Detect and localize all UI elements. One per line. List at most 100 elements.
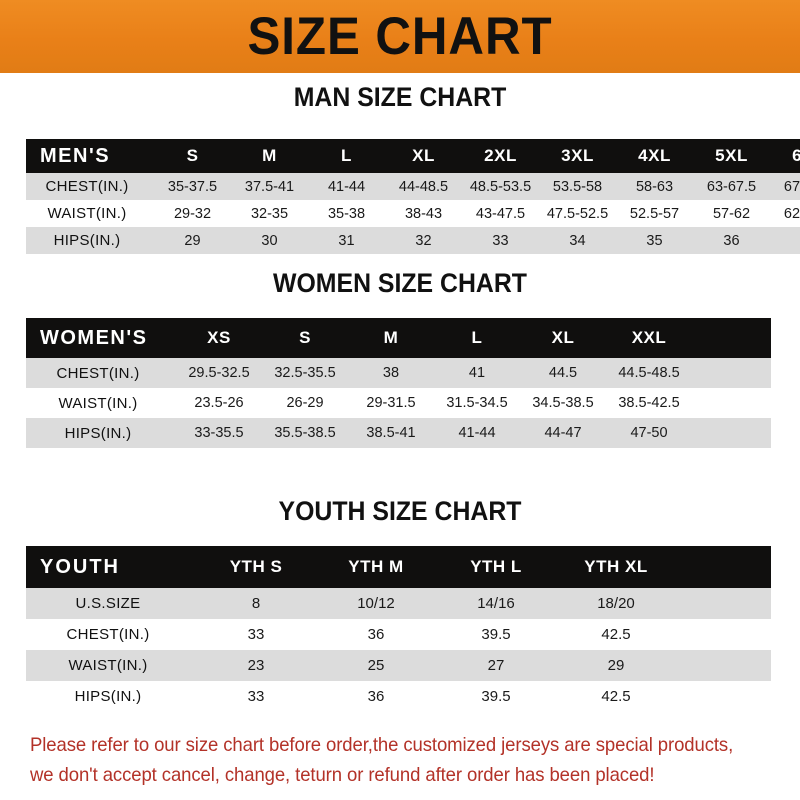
men-chest-6xl: 67.5-72 [783,178,800,195]
men-hips-3xl: 34 [569,232,586,249]
youth-ussize-s: 8 [251,595,261,612]
youth-waist-s: 23 [247,657,265,674]
disclaimer-line-1: Please refer to our size chart before or… [30,734,734,756]
women-waist-xs: 23.5-26 [194,395,244,411]
youth-table-header: YOUTH YTH S YTH M YTH L YTH XL [26,546,771,588]
women-chest-l: 41 [468,365,486,381]
table-row: CHEST(IN.) 35-37.5 37.5-41 41-44 44-48.5… [26,173,800,200]
youth-hips-spacer [676,681,771,712]
women-waist-l: 31.5-34.5 [446,395,508,411]
women-hips-l: 41-44 [458,425,496,441]
women-row-label-header: WOMEN'S [40,326,148,349]
women-col-header-0: XS [207,328,231,347]
table-row: CHEST(IN.) 33 36 39.5 42.5 [26,619,771,650]
disclaimer-note: Please refer to our size chart before or… [30,730,741,790]
men-size-table: MEN'S S M L XL 2XL 3XL 4XL 5XL 6XL CHEST… [26,139,800,254]
youth-row-label-waist: WAIST(IN.) [68,657,148,674]
youth-col-header-0: YTH S [229,557,283,576]
men-col-header-1: M [262,146,277,165]
youth-waist-l: 27 [487,657,505,674]
men-chest-4xl: 58-63 [635,178,674,195]
men-row-label-header: MEN'S [40,144,111,167]
women-hips-m: 38.5-41 [366,425,416,441]
table-row: U.S.SIZE 8 10/12 14/16 18/20 [26,588,771,619]
table-header-row: MEN'S S M L XL 2XL 3XL 4XL 5XL 6XL [26,139,800,173]
page-title: SIZE CHART [247,7,553,66]
men-hips-5xl: 36 [723,232,740,249]
youth-chest-m: 36 [367,626,385,643]
men-col-header-6: 4XL [638,146,671,165]
men-hips-4xl: 35 [646,232,663,249]
men-waist-4xl: 52.5-57 [629,205,680,222]
men-chest-l: 41-44 [327,178,366,195]
women-chest-spacer [692,358,771,388]
table-header-row: WOMEN'S XS S M L XL XXL [26,318,771,358]
women-col-header-4: XL [551,328,575,347]
youth-chest-spacer [676,619,771,650]
men-waist-3xl: 47.5-52.5 [546,205,609,222]
men-waist-l: 35-38 [327,205,366,222]
youth-row-label-chest: CHEST(IN.) [66,626,150,643]
men-col-header-8: 6XL [792,146,800,165]
youth-col-header-1: YTH M [348,557,404,576]
men-hips-l: 31 [338,232,355,249]
men-chest-xl: 44-48.5 [398,178,449,195]
youth-chest-l: 39.5 [481,626,511,643]
banner: SIZE CHART [0,0,800,73]
women-waist-xxl: 38.5-42.5 [618,395,680,411]
section-title-youth: YOUTH SIZE CHART [278,496,522,526]
table-row: WAIST(IN.) 23.5-26 26-29 29-31.5 31.5-34… [26,388,771,418]
men-hips-xl: 32 [415,232,432,249]
men-col-header-2: L [341,146,352,165]
men-hips-6xl: 37 [770,227,800,254]
women-waist-s: 26-29 [286,395,324,411]
women-hips-xxl: 47-50 [630,425,668,441]
men-waist-6xl: 62-66.5 [783,205,800,222]
men-waist-5xl: 57-62 [712,205,751,222]
men-col-header-0: S [186,146,199,165]
women-hips-xs: 33-35.5 [194,425,244,441]
men-col-header-7: 5XL [715,146,748,165]
youth-hips-s: 33 [247,688,265,705]
men-chest-3xl: 53.5-58 [552,178,603,195]
women-col-header-1: S [299,328,311,347]
table-row: HIPS(IN.) 33-35.5 35.5-38.5 38.5-41 41-4… [26,418,771,448]
youth-col-header-3: YTH XL [584,557,648,576]
women-waist-spacer [692,388,771,418]
section-title-women: WOMEN SIZE CHART [273,268,527,298]
youth-chest-s: 33 [247,626,265,643]
youth-waist-m: 25 [367,657,385,674]
table-row: WAIST(IN.) 23 25 27 29 [26,650,771,681]
men-hips-s: 29 [184,232,201,249]
women-row-label-chest: CHEST(IN.) [56,364,140,382]
youth-hips-m: 36 [367,688,385,705]
women-chest-m: 38 [382,365,400,381]
youth-hips-xl: 42.5 [601,688,631,705]
youth-row-label-header: YOUTH [40,555,120,578]
men-col-header-4: 2XL [484,146,517,165]
youth-row-label-ussize: U.S.SIZE [75,595,141,612]
men-chest-m: 37.5-41 [244,178,295,195]
women-hips-xl: 44-47 [544,425,582,441]
men-row-label-chest: CHEST(IN.) [45,178,129,195]
women-table-header: WOMEN'S XS S M L XL XXL [26,318,771,358]
women-col-header-5: XXL [631,328,667,347]
women-row-label-waist: WAIST(IN.) [58,394,138,412]
women-col-header-3: L [471,328,483,347]
women-hips-s: 35.5-38.5 [274,425,336,441]
section-title-man: MAN SIZE CHART [293,82,507,112]
women-chest-s: 32.5-35.5 [274,365,336,381]
men-waist-s: 29-32 [173,205,212,222]
youth-ussize-l: 14/16 [477,595,515,612]
table-row: HIPS(IN.) 29 30 31 32 33 34 35 36 37 [26,227,800,254]
youth-col-header-2: YTH L [470,557,522,576]
men-chest-s: 35-37.5 [167,178,218,195]
men-row-label-hips: HIPS(IN.) [53,232,121,249]
women-col-header-2: M [383,328,399,347]
youth-hips-l: 39.5 [481,688,511,705]
men-hips-2xl: 33 [492,232,509,249]
men-waist-m: 32-35 [250,205,289,222]
men-row-label-waist: WAIST(IN.) [47,205,127,222]
men-col-header-5: 3XL [561,146,594,165]
